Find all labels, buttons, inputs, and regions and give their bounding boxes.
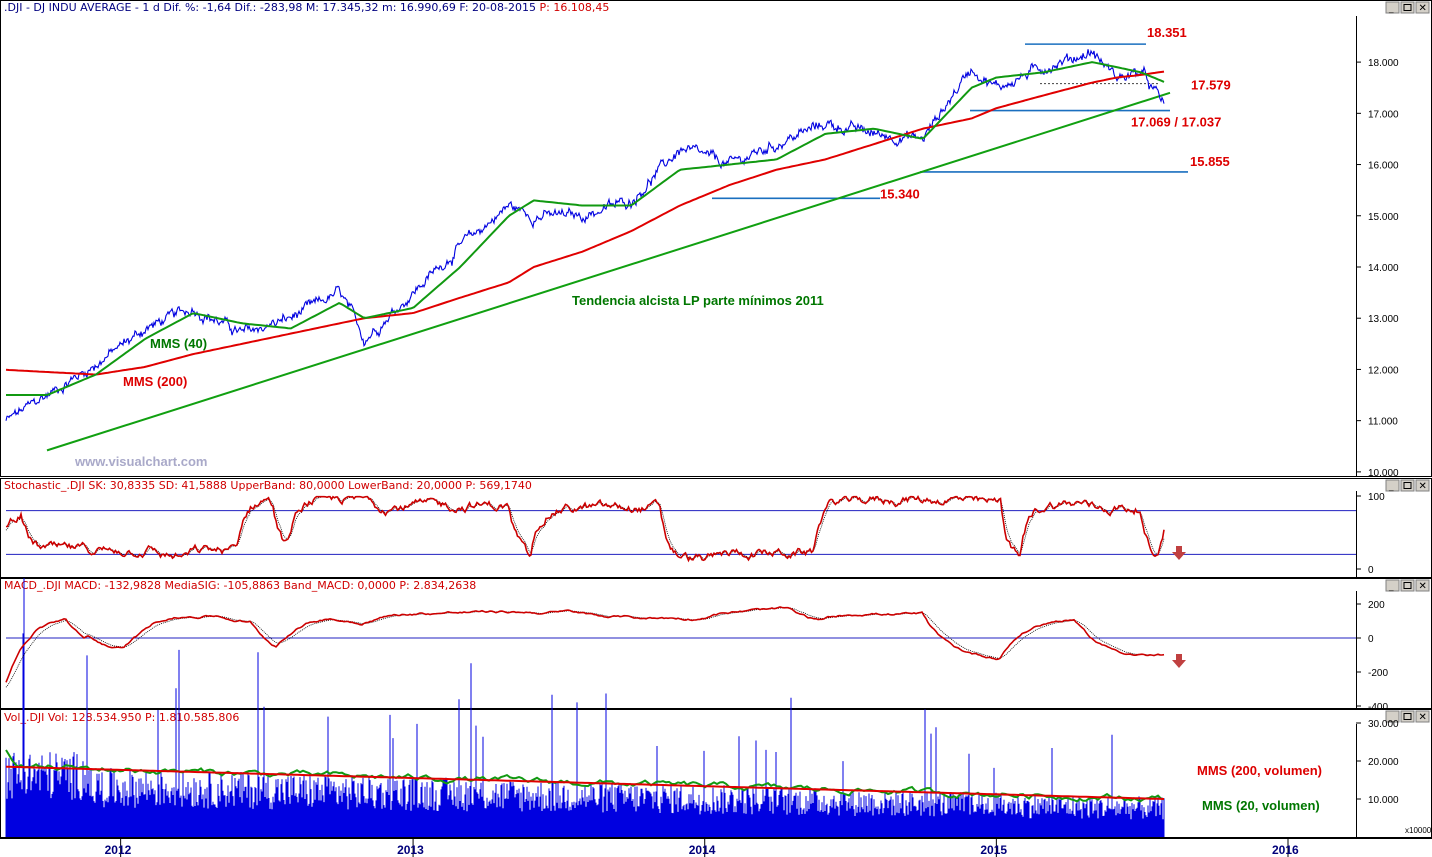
vol-mms20-label: MMS (20, volumen): [1202, 798, 1320, 813]
price-window-controls: _ ✕: [1385, 1, 1430, 14]
volume-multiplier: x10000: [1405, 826, 1432, 835]
minimize-icon: _: [1388, 713, 1394, 723]
close-button[interactable]: [1415, 1, 1430, 14]
level-label: 15.340: [880, 186, 920, 201]
vol-restore-button[interactable]: [1400, 710, 1415, 723]
date-tick-label: 2016: [1272, 843, 1299, 857]
macd-lines: [5, 606, 1165, 688]
stoch-y-axis: 100 0: [1356, 492, 1385, 576]
stoch-minimize-button[interactable]: [1385, 479, 1400, 492]
macd-tick-label: 0: [1368, 634, 1374, 645]
level-label: 17.069 / 17.037: [1131, 115, 1221, 130]
macd-close-button[interactable]: [1415, 579, 1430, 592]
trendline: [46, 91, 1171, 452]
stoch-restore-button[interactable]: [1400, 479, 1415, 492]
macd-down-arrow-icon: [1172, 654, 1186, 668]
macd-tick-label: -200: [1368, 668, 1388, 679]
minimize-icon: _: [1388, 482, 1394, 492]
stoch-lines: [5, 495, 1165, 563]
vol-close-button[interactable]: [1415, 710, 1430, 723]
date-x-axis: 2012 2013 2014 2015 2016: [105, 838, 1299, 857]
date-tick-label: 2015: [980, 843, 1007, 857]
stoch-down-arrow-icon: [1172, 546, 1186, 560]
mms40-label: MMS (40): [150, 336, 207, 351]
restore-icon: [1403, 482, 1412, 489]
price-annotations: MMS (40) MMS (200) Tendencia alcista LP pa…: [123, 293, 824, 389]
restore-icon: [1403, 713, 1412, 720]
date-tick-label: 2012: [105, 843, 132, 857]
price-y-axis: 10.000 11.000 12.000 13.000 14.000 15.000 16.0…: [1356, 58, 1399, 479]
close-icon: ✕: [1419, 581, 1427, 592]
volume-header: Vol_.DJI Vol: 128.534.950 P: 1.810.585.8…: [4, 711, 239, 724]
macd-tick-label: 200: [1368, 600, 1385, 611]
volume-averages: MMS (200, volumen) MMS (20, volumen): [5, 749, 1322, 813]
restore-button[interactable]: [1400, 1, 1415, 14]
stoch-window-controls: _ ✕: [1385, 479, 1430, 492]
macd-y-axis: 200 0 -200 -400: [1356, 600, 1388, 713]
macd-header: MACD_.DJI MACD: -132,9828 MediaSIG: -105…: [4, 579, 476, 592]
price-tick-label: 14.000: [1368, 263, 1399, 274]
close-icon: ✕: [1419, 3, 1427, 14]
volume-window-controls: _ ✕: [1385, 710, 1430, 723]
price-tick-label: 10.000: [1368, 468, 1399, 479]
minimize-icon: _: [1388, 4, 1394, 14]
macd-minimize-button[interactable]: [1385, 579, 1400, 592]
stoch-header: Stochastic_.DJI SK: 30,8335 SD: 41,5888 …: [4, 479, 532, 492]
mms40-line: [6, 61, 1165, 396]
stoch-close-button[interactable]: [1415, 479, 1430, 492]
price-tick-label: 17.000: [1368, 109, 1399, 120]
price-tick-label: 15.000: [1368, 212, 1399, 223]
watermark: www.visualchart.com: [74, 454, 207, 469]
price-tick-label: 12.000: [1368, 365, 1399, 376]
vol-mms200-line: [5, 765, 1165, 800]
mms200-line: [5, 70, 1165, 376]
price-tick-label: 11.000: [1368, 417, 1398, 428]
minimize-icon: _: [1388, 582, 1394, 592]
date-tick-label: 2014: [689, 843, 716, 857]
macd-tick-label: -400: [1368, 702, 1388, 713]
stoch-tick-label: 0: [1368, 565, 1374, 576]
close-icon: ✕: [1419, 712, 1427, 723]
vol-minimize-button[interactable]: [1385, 710, 1400, 723]
level-label: 17.579: [1191, 78, 1231, 93]
volume-bar-path: [5, 578, 1165, 837]
macd-line: [5, 606, 1165, 683]
price-panel-title: .DJI - DJ INDU AVERAGE - 1 d Dif. %: -1,…: [4, 1, 609, 14]
macd-restore-button[interactable]: [1400, 579, 1415, 592]
restore-icon: [1403, 4, 1412, 11]
trendline-label: Tendencia alcista LP parte mínimos 2011: [572, 293, 824, 308]
stoch-sk-line: [5, 495, 1165, 563]
level-label: 15.855: [1190, 154, 1230, 169]
vol-tick-label: 20.000: [1368, 757, 1399, 768]
macd-window-controls: _ ✕: [1385, 579, 1430, 592]
volume-bars: [5, 578, 1165, 837]
price-tick-label: 18.000: [1368, 58, 1399, 69]
close-icon: ✕: [1419, 481, 1427, 492]
level-label: 18.351: [1147, 25, 1187, 40]
volume-y-axis: 30.000 20.000 10.000: [1356, 719, 1399, 806]
uptrend-line: [46, 91, 1171, 452]
mms200-label: MMS (200): [123, 374, 187, 389]
price-series: [5, 49, 1165, 421]
price-tick-label: 13.000: [1368, 314, 1399, 325]
support-resistance-levels: 18.351 17.579 17.069 / 17.037 15.855 15.340: [712, 25, 1231, 201]
stoch-tick-label: 100: [1368, 492, 1385, 503]
vol-tick-label: 10.000: [1368, 795, 1399, 806]
minimize-button[interactable]: [1385, 1, 1400, 14]
restore-icon: [1403, 582, 1412, 589]
vol-mms200-label: MMS (200, volumen): [1197, 763, 1322, 778]
vol-tick-label: 30.000: [1368, 719, 1399, 730]
date-tick-label: 2013: [397, 843, 424, 857]
price-tick-label: 16.000: [1368, 161, 1399, 172]
